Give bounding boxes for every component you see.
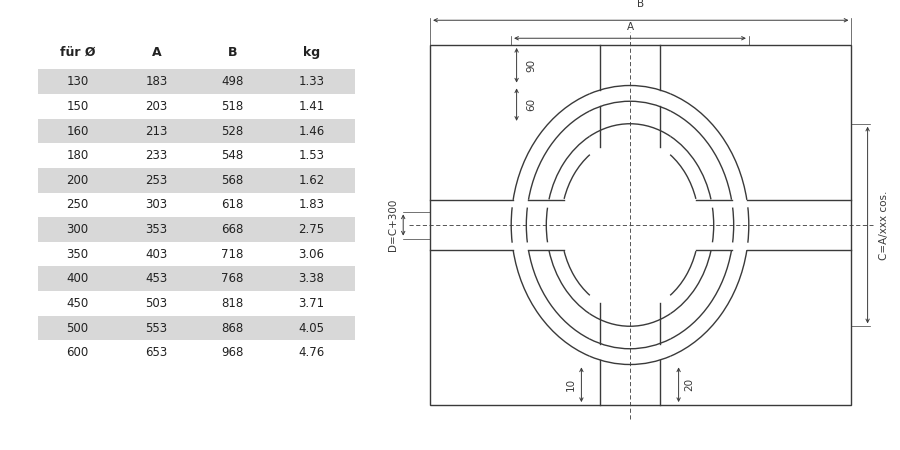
Text: 503: 503 — [146, 297, 167, 310]
Text: 4.05: 4.05 — [299, 322, 324, 334]
Text: D=C+300: D=C+300 — [388, 199, 398, 251]
Text: 403: 403 — [146, 248, 167, 261]
Text: 353: 353 — [146, 223, 167, 236]
Text: 233: 233 — [146, 149, 167, 162]
Text: B: B — [637, 0, 644, 9]
Text: 253: 253 — [146, 174, 167, 187]
Text: 3.06: 3.06 — [299, 248, 324, 261]
Text: für Ø: für Ø — [59, 46, 95, 58]
Text: 350: 350 — [67, 248, 88, 261]
Text: 528: 528 — [221, 125, 243, 138]
Text: 303: 303 — [146, 198, 167, 211]
Text: 183: 183 — [146, 75, 167, 88]
Bar — [38, 217, 355, 242]
Text: B: B — [228, 46, 237, 58]
Text: 1.62: 1.62 — [298, 174, 325, 187]
Text: 968: 968 — [221, 346, 243, 359]
Text: 1.46: 1.46 — [298, 125, 325, 138]
Text: 300: 300 — [67, 223, 88, 236]
Text: kg: kg — [302, 46, 320, 58]
Text: A: A — [626, 22, 634, 32]
Text: 2.75: 2.75 — [298, 223, 325, 236]
Text: 818: 818 — [221, 297, 243, 310]
Text: 668: 668 — [221, 223, 243, 236]
Text: 1.83: 1.83 — [299, 198, 324, 211]
Text: 1.41: 1.41 — [298, 100, 325, 113]
Text: 768: 768 — [221, 272, 243, 285]
Text: 60: 60 — [526, 98, 536, 111]
Text: 3.71: 3.71 — [298, 297, 325, 310]
Text: 4.76: 4.76 — [298, 346, 325, 359]
Text: 400: 400 — [67, 272, 88, 285]
Text: 618: 618 — [221, 198, 243, 211]
Bar — [38, 168, 355, 193]
Text: 20: 20 — [684, 378, 694, 392]
Text: 3.38: 3.38 — [299, 272, 324, 285]
Text: 150: 150 — [67, 100, 88, 113]
Text: 1.33: 1.33 — [299, 75, 324, 88]
Bar — [38, 266, 355, 291]
Text: 518: 518 — [221, 100, 243, 113]
Bar — [38, 119, 355, 144]
Text: 130: 130 — [67, 75, 88, 88]
Text: 200: 200 — [67, 174, 88, 187]
Text: 203: 203 — [146, 100, 167, 113]
Text: C=A/xxx cos.: C=A/xxx cos. — [879, 190, 889, 260]
Text: 868: 868 — [221, 322, 243, 334]
Text: 653: 653 — [146, 346, 167, 359]
Bar — [38, 69, 355, 94]
Bar — [430, 45, 851, 405]
Text: 213: 213 — [146, 125, 167, 138]
Text: 600: 600 — [67, 346, 88, 359]
Text: 180: 180 — [67, 149, 88, 162]
Text: 1.53: 1.53 — [299, 149, 324, 162]
Text: 160: 160 — [67, 125, 88, 138]
Text: 500: 500 — [67, 322, 88, 334]
Text: 553: 553 — [146, 322, 167, 334]
Text: 453: 453 — [146, 272, 167, 285]
Text: 450: 450 — [67, 297, 88, 310]
Text: A: A — [152, 46, 161, 58]
Text: 10: 10 — [566, 378, 576, 392]
Text: 90: 90 — [526, 58, 536, 72]
Text: 568: 568 — [221, 174, 243, 187]
Text: 250: 250 — [67, 198, 88, 211]
Text: 548: 548 — [221, 149, 243, 162]
Bar — [38, 316, 355, 340]
Text: 718: 718 — [221, 248, 243, 261]
Text: 498: 498 — [221, 75, 243, 88]
